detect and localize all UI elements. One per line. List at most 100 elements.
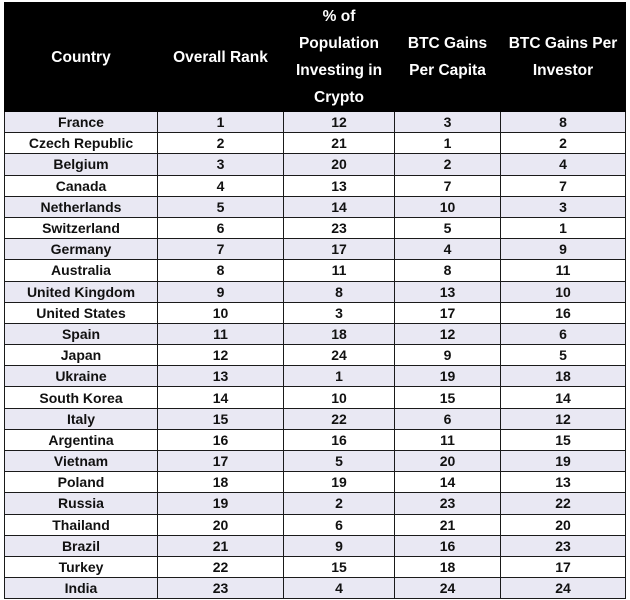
column-header-population-investing: % of Population Investing in Crypto: [283, 2, 395, 112]
cell-population-investing: 24: [283, 344, 395, 367]
cell-overall-rank: 9: [157, 280, 284, 303]
cell-country: South Korea: [4, 386, 158, 409]
table-row: Switzerland 6 23 5 1: [4, 216, 626, 240]
table-row: Turkey 22 15 18 17: [4, 555, 626, 579]
cell-btc-gains-per-capita: 9: [394, 344, 501, 367]
cell-population-investing: 22: [283, 407, 395, 430]
cell-overall-rank: 4: [157, 174, 284, 197]
cell-population-investing: 8: [283, 280, 395, 303]
cell-country: Canada: [4, 174, 158, 197]
table-row: Germany 7 17 4 9: [4, 238, 626, 261]
cell-population-investing: 13: [283, 174, 395, 197]
cell-btc-gains-per-capita: 15: [394, 386, 501, 409]
crypto-ranking-table-container: Country Overall Rank % of Population Inv…: [4, 2, 626, 600]
cell-btc-gains-per-investor: 5: [500, 344, 626, 367]
cell-btc-gains-per-investor: 23: [500, 534, 626, 557]
cell-country: Ukraine: [4, 365, 158, 388]
cell-population-investing: 15: [283, 555, 395, 579]
column-header-btc-gains-per-investor: BTC Gains Per Investor: [500, 2, 626, 112]
cell-btc-gains-per-capita: 21: [394, 513, 501, 536]
cell-btc-gains-per-investor: 3: [500, 195, 626, 218]
cell-population-investing: 1: [283, 365, 395, 388]
cell-btc-gains-per-investor: 2: [500, 132, 626, 155]
cell-country: Netherlands: [4, 195, 158, 218]
cell-country: Italy: [4, 407, 158, 430]
column-header-overall-rank: Overall Rank: [157, 2, 284, 112]
cell-btc-gains-per-capita: 13: [394, 280, 501, 303]
cell-overall-rank: 14: [157, 386, 284, 409]
cell-country: United States: [4, 301, 158, 324]
table-row: Thailand 20 6 21 20: [4, 513, 626, 536]
table-row: Argentina 16 16 11 15: [4, 428, 626, 452]
cell-population-investing: 9: [283, 534, 395, 557]
cell-btc-gains-per-capita: 16: [394, 534, 501, 557]
cell-overall-rank: 10: [157, 301, 284, 324]
cell-btc-gains-per-investor: 14: [500, 386, 626, 409]
cell-country: Turkey: [4, 555, 158, 579]
cell-overall-rank: 3: [157, 153, 284, 176]
cell-btc-gains-per-capita: 14: [394, 471, 501, 494]
cell-population-investing: 20: [283, 153, 395, 176]
table-row: Czech Republic 2 21 1 2: [4, 132, 626, 155]
cell-country: Vietnam: [4, 449, 158, 473]
cell-overall-rank: 15: [157, 407, 284, 430]
cell-btc-gains-per-capita: 8: [394, 259, 501, 282]
cell-country: Brazil: [4, 534, 158, 557]
cell-population-investing: 6: [283, 513, 395, 536]
cell-btc-gains-per-investor: 11: [500, 259, 626, 282]
table-row: Belgium 3 20 2 4: [4, 153, 626, 176]
cell-btc-gains-per-capita: 4: [394, 238, 501, 261]
cell-btc-gains-per-capita: 12: [394, 322, 501, 346]
table-header: Country Overall Rank % of Population Inv…: [4, 2, 626, 112]
cell-btc-gains-per-capita: 3: [394, 110, 501, 134]
cell-country: Japan: [4, 344, 158, 367]
header-row: Country Overall Rank % of Population Inv…: [4, 2, 626, 112]
table-row: India 23 4 24 24: [4, 577, 626, 600]
cell-btc-gains-per-capita: 20: [394, 449, 501, 473]
table-row: Netherlands 5 14 10 3: [4, 195, 626, 218]
cell-btc-gains-per-investor: 15: [500, 428, 626, 452]
column-header-btc-gains-per-capita: BTC Gains Per Capita: [394, 2, 501, 112]
cell-overall-rank: 7: [157, 238, 284, 261]
cell-population-investing: 19: [283, 471, 395, 494]
cell-overall-rank: 20: [157, 513, 284, 536]
cell-overall-rank: 2: [157, 132, 284, 155]
cell-population-investing: 17: [283, 238, 395, 261]
table-row: Ukraine 13 1 19 18: [4, 365, 626, 388]
table-row: Australia 8 11 8 11: [4, 259, 626, 282]
table-row: Canada 4 13 7 7: [4, 174, 626, 197]
cell-btc-gains-per-capita: 10: [394, 195, 501, 218]
cell-btc-gains-per-investor: 18: [500, 365, 626, 388]
cell-btc-gains-per-investor: 19: [500, 449, 626, 473]
cell-population-investing: 3: [283, 301, 395, 324]
cell-btc-gains-per-investor: 7: [500, 174, 626, 197]
cell-country: Switzerland: [4, 216, 158, 240]
cell-btc-gains-per-investor: 24: [500, 577, 626, 600]
cell-btc-gains-per-capita: 2: [394, 153, 501, 176]
cell-btc-gains-per-investor: 8: [500, 110, 626, 134]
cell-country: Russia: [4, 492, 158, 515]
cell-population-investing: 12: [283, 110, 395, 134]
cell-overall-rank: 16: [157, 428, 284, 452]
column-header-country: Country: [4, 2, 158, 112]
cell-btc-gains-per-capita: 17: [394, 301, 501, 324]
cell-btc-gains-per-investor: 4: [500, 153, 626, 176]
cell-country: Thailand: [4, 513, 158, 536]
cell-overall-rank: 13: [157, 365, 284, 388]
cell-country: Belgium: [4, 153, 158, 176]
cell-overall-rank: 23: [157, 577, 284, 600]
cell-btc-gains-per-investor: 22: [500, 492, 626, 515]
cell-country: Argentina: [4, 428, 158, 452]
cell-btc-gains-per-capita: 24: [394, 577, 501, 600]
cell-btc-gains-per-capita: 23: [394, 492, 501, 515]
cell-overall-rank: 21: [157, 534, 284, 557]
cell-overall-rank: 12: [157, 344, 284, 367]
cell-btc-gains-per-investor: 20: [500, 513, 626, 536]
cell-btc-gains-per-capita: 18: [394, 555, 501, 579]
cell-btc-gains-per-investor: 6: [500, 322, 626, 346]
table-row: South Korea 14 10 15 14: [4, 386, 626, 409]
cell-btc-gains-per-investor: 12: [500, 407, 626, 430]
table-row: Brazil 21 9 16 23: [4, 534, 626, 557]
cell-btc-gains-per-capita: 11: [394, 428, 501, 452]
cell-btc-gains-per-investor: 16: [500, 301, 626, 324]
